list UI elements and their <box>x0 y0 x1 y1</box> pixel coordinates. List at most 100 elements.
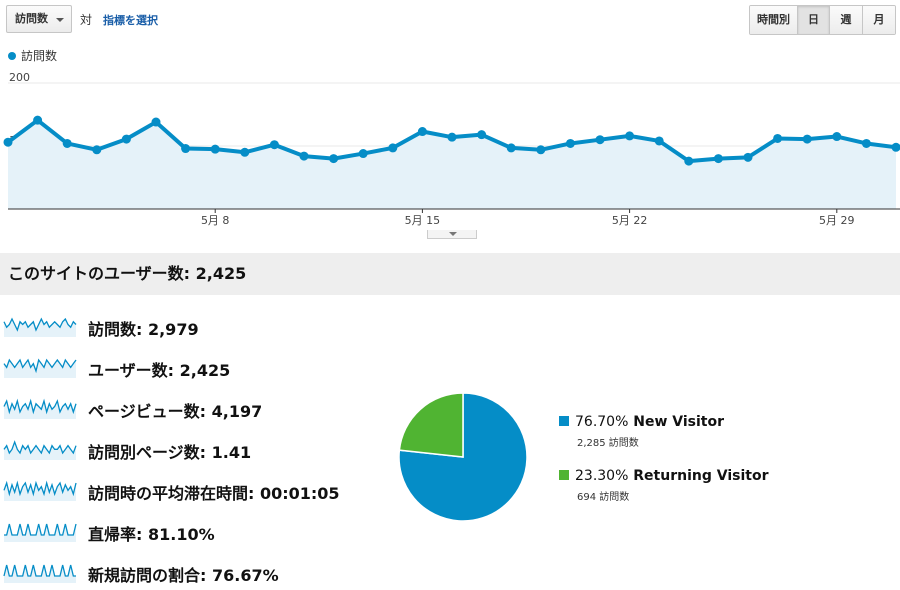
data-point[interactable] <box>773 133 783 143</box>
chart-expand-handle[interactable] <box>427 230 477 239</box>
data-point[interactable] <box>121 134 131 144</box>
legend-dot-icon <box>8 52 16 60</box>
pie-label-returning: Returning Visitor <box>633 468 769 484</box>
pie-slice-returning[interactable] <box>398 392 464 458</box>
metric-label: ページビュー数: 4,197 <box>88 402 263 421</box>
metric-row: 訪問時の平均滞在時間: 00:01:05 <box>0 477 380 505</box>
sparkline <box>3 317 77 337</box>
data-point[interactable] <box>625 131 635 141</box>
data-point[interactable] <box>891 142 900 152</box>
data-point[interactable] <box>684 156 694 166</box>
data-point[interactable] <box>269 140 279 150</box>
data-point[interactable] <box>743 152 753 162</box>
data-point[interactable] <box>417 127 427 137</box>
data-point[interactable] <box>358 149 368 159</box>
chart-legend: 訪問数 <box>8 47 57 64</box>
data-point[interactable] <box>181 144 191 154</box>
legend-series-label: 訪問数 <box>21 49 58 63</box>
chevron-down-icon <box>56 18 64 22</box>
sparkline-line <box>3 358 77 374</box>
metric-select[interactable]: 訪問数 <box>6 5 72 33</box>
sparkline-line <box>4 523 77 536</box>
expand-arrow-icon <box>449 232 457 236</box>
sparkline <box>3 398 77 419</box>
sparkline-area <box>4 483 76 501</box>
metric-row: ユーザー数: 2,425 <box>0 354 380 382</box>
pie-percent-returning: 23.30% <box>575 468 629 484</box>
data-point[interactable] <box>92 145 102 155</box>
metric-row: 新規訪問の割合: 76.67% <box>0 559 380 587</box>
data-point[interactable] <box>802 134 812 144</box>
data-point[interactable] <box>565 138 575 148</box>
pie-legend-new: 76.70% New Visitor 2,285 訪問数 <box>559 414 724 449</box>
data-point[interactable] <box>3 137 13 147</box>
period-hourly-button[interactable]: 時間別 <box>750 6 798 34</box>
sparkline <box>4 523 77 542</box>
period-week-button[interactable]: 週 <box>830 6 863 34</box>
data-point[interactable] <box>536 145 546 155</box>
sparkline-area <box>4 565 76 583</box>
y-tick-label: 200 <box>9 71 30 84</box>
data-point[interactable] <box>329 154 339 164</box>
period-toggle: 時間別 日 週 月 <box>749 5 896 35</box>
x-tick-label: 5月 8 <box>201 214 230 227</box>
metric-row: 訪問数: 2,979 <box>0 313 380 341</box>
metric-row: 訪問別ページ数: 1.41 <box>0 436 380 464</box>
period-day-button[interactable]: 日 <box>798 6 830 34</box>
sparkline-line <box>3 398 77 415</box>
sparkline <box>3 564 76 583</box>
data-point[interactable] <box>33 115 43 125</box>
data-point[interactable] <box>595 135 605 145</box>
period-month-button[interactable]: 月 <box>863 6 895 34</box>
sparkline-line <box>3 440 77 455</box>
data-point[interactable] <box>506 143 516 153</box>
data-point[interactable] <box>713 154 723 164</box>
metric-label: 直帰率: 81.10% <box>88 525 215 544</box>
sparkline <box>3 480 77 501</box>
data-point[interactable] <box>240 147 250 157</box>
sparkline-area <box>4 442 76 460</box>
sparkline <box>3 440 77 460</box>
metric-label: ユーザー数: 2,425 <box>88 361 231 380</box>
sparkline-line <box>3 480 77 497</box>
data-point[interactable] <box>832 132 842 142</box>
sparkline-line <box>3 564 76 577</box>
sparkline-area <box>4 360 76 378</box>
legend-swatch-new <box>559 416 569 426</box>
sparkline-area <box>4 319 76 337</box>
series-area <box>8 120 896 209</box>
pie-percent-new: 76.70% <box>575 414 629 430</box>
data-point[interactable] <box>62 138 72 148</box>
x-tick-label: 5月 22 <box>612 214 648 227</box>
vs-label: 対 <box>80 13 93 27</box>
data-point[interactable] <box>299 151 309 161</box>
x-tick-label: 5月 29 <box>819 214 855 227</box>
legend-swatch-returning <box>559 470 569 480</box>
data-point[interactable] <box>654 136 664 146</box>
metric-select-label: 訪問数 <box>15 12 48 25</box>
sparkline-line <box>3 317 77 332</box>
pie-count-returning: 694 訪問数 <box>577 492 630 503</box>
metric-label: 訪問数: 2,979 <box>88 320 199 339</box>
metric-label: 訪問別ページ数: 1.41 <box>88 443 252 462</box>
data-point[interactable] <box>477 130 487 140</box>
data-point[interactable] <box>447 132 457 142</box>
pie-legend-returning: 23.30% Returning Visitor 694 訪問数 <box>559 468 768 503</box>
metric-row: 直帰率: 81.10% <box>0 518 380 546</box>
data-point[interactable] <box>861 138 871 148</box>
x-tick-label: 5月 15 <box>405 214 441 227</box>
pie-label-new: New Visitor <box>633 414 725 430</box>
pie-slice-new[interactable] <box>398 392 528 522</box>
data-point[interactable] <box>151 117 161 127</box>
pick-metric-link[interactable]: 指標を選択 <box>103 14 158 27</box>
metric-label: 新規訪問の割合: 76.67% <box>88 566 279 585</box>
visitor-type-pie-chart <box>398 392 528 522</box>
summary-title: このサイトのユーザー数: 2,425 <box>0 253 900 295</box>
toolbar: 訪問数 対 指標を選択 時間別 日 週 月 <box>0 0 900 40</box>
data-point[interactable] <box>210 144 220 154</box>
sparkline <box>3 358 77 378</box>
metric-row: ページビュー数: 4,197 <box>0 395 380 423</box>
data-point[interactable] <box>388 143 398 153</box>
pie-count-new: 2,285 訪問数 <box>577 438 639 449</box>
